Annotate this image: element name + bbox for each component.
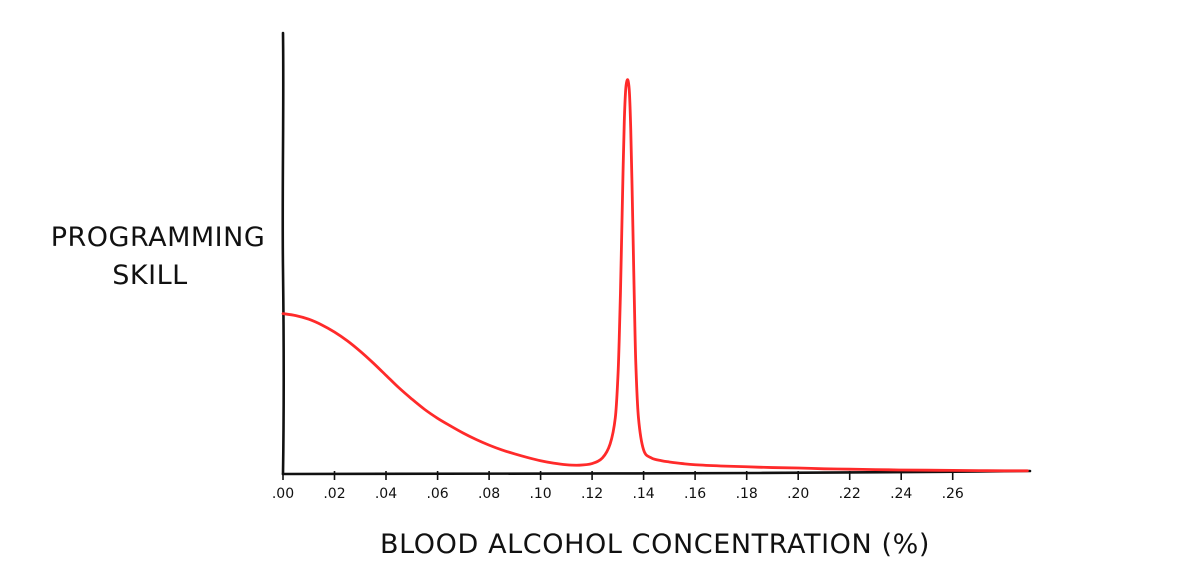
x-tick-label: .10 — [529, 486, 551, 502]
x-tick-label: .20 — [787, 486, 809, 502]
x-axis-label: BLOOD ALCOHOL CONCENTRATION (%) — [380, 529, 930, 560]
x-tick-label: .12 — [581, 486, 603, 502]
x-tick-label: .06 — [426, 486, 448, 502]
x-axis-ticks — [282, 471, 954, 480]
x-tick-label: .18 — [736, 486, 758, 502]
x-tick-label: .14 — [632, 486, 654, 502]
x-tick-label: .02 — [323, 486, 345, 502]
x-tick-label: .16 — [684, 486, 706, 502]
x-tick-label: .24 — [890, 486, 912, 502]
x-tick-label: .26 — [942, 486, 964, 502]
y-axis-label: PROGRAMMING SKILL — [51, 222, 266, 291]
y-axis-label-line-1: PROGRAMMING — [51, 222, 266, 253]
x-tick-label: .04 — [375, 486, 397, 502]
x-tick-label: .00 — [272, 486, 294, 502]
y-axis-label-line-2: SKILL — [112, 260, 187, 291]
x-tick-label: .08 — [478, 486, 500, 502]
x-tick-label: .22 — [839, 486, 861, 502]
x-axis-tick-labels: .00 .02 .04 .06 .08 .10 .12 .14 .16 .18 .20 .22 .24.… — [272, 486, 964, 502]
series-line-programming-skill — [281, 78, 1029, 473]
x-axis — [281, 469, 1032, 476]
y-axis — [281, 31, 286, 476]
